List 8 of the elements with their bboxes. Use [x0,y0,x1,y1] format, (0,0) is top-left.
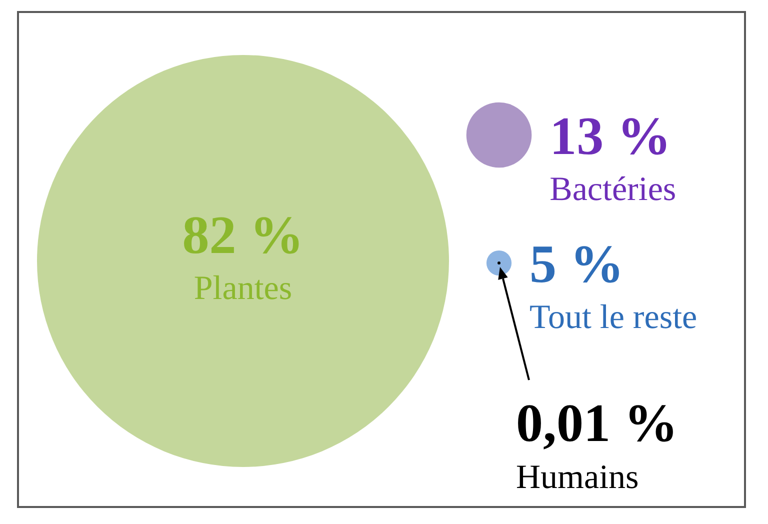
category-label: Bactéries [550,171,676,208]
data-label: 82 % [182,205,304,265]
category-label: Humains [516,459,639,496]
category-label: Plantes [194,270,292,307]
data-label: 0,01 % [516,393,678,453]
category-label: Tout le reste [530,299,698,336]
data-label: 13 % [550,106,672,166]
data-label: 5 % [530,234,624,294]
